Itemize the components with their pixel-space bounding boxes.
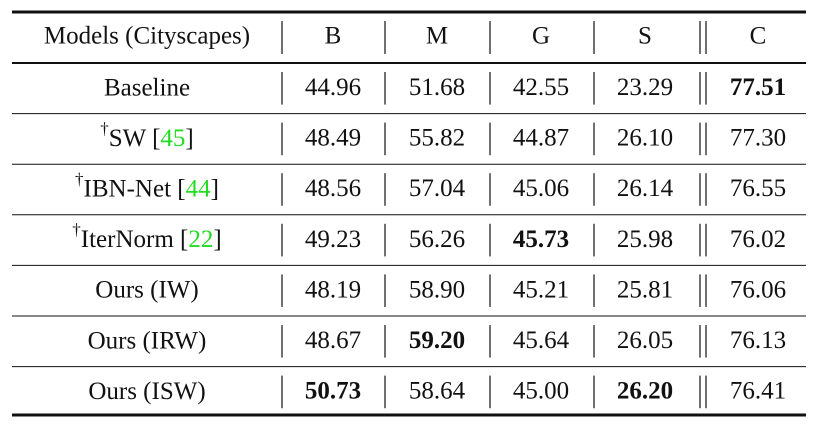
model-name: Ours (ISW) bbox=[88, 378, 205, 405]
model-text: † bbox=[75, 170, 84, 189]
value-cell: 48.56 bbox=[305, 175, 361, 202]
model-text: IBN-Net [ bbox=[84, 175, 186, 202]
value-cell: 48.67 bbox=[305, 327, 361, 354]
value-cell: 45.21 bbox=[513, 276, 569, 303]
value-cell: 57.04 bbox=[409, 175, 466, 202]
model-name: Ours (IW) bbox=[95, 276, 198, 303]
value-cell: 76.02 bbox=[730, 226, 786, 253]
value-cell: 48.19 bbox=[305, 276, 361, 303]
header-cell: M bbox=[426, 23, 448, 50]
value-cell: 45.64 bbox=[513, 327, 570, 354]
model-text: Baseline bbox=[104, 74, 190, 101]
value-cell: 44.87 bbox=[513, 125, 569, 152]
value-cell: 77.51 bbox=[730, 74, 786, 101]
model-name: Ours (IRW) bbox=[88, 327, 207, 354]
value-cell: 25.98 bbox=[617, 226, 673, 253]
value-cell: 25.81 bbox=[617, 276, 673, 303]
citation: 22 bbox=[188, 226, 213, 253]
value-cell: 76.55 bbox=[730, 175, 786, 202]
model-text: † bbox=[72, 221, 81, 240]
value-cell: 45.73 bbox=[513, 226, 569, 253]
value-cell: 26.10 bbox=[617, 125, 673, 152]
model-name: †IBN-Net [44] bbox=[75, 170, 219, 202]
value-cell: 76.41 bbox=[730, 378, 786, 405]
model-text: ] bbox=[185, 125, 193, 152]
value-cell: 26.20 bbox=[617, 378, 673, 405]
value-cell: 58.64 bbox=[409, 378, 466, 405]
value-cell: 49.23 bbox=[305, 226, 361, 253]
value-cell: 45.00 bbox=[513, 378, 569, 405]
value-cell: 59.20 bbox=[409, 327, 465, 354]
value-cell: 23.29 bbox=[617, 74, 673, 101]
value-cell: 56.26 bbox=[409, 226, 465, 253]
citation: 44 bbox=[186, 175, 212, 202]
model-name: †IterNorm [22] bbox=[72, 221, 221, 253]
model-name: Baseline bbox=[104, 74, 190, 101]
value-cell: 76.13 bbox=[730, 327, 786, 354]
model-text: Ours (IW) bbox=[95, 276, 198, 303]
header-cell: C bbox=[750, 23, 767, 50]
value-cell: 48.49 bbox=[305, 125, 361, 152]
model-text: ] bbox=[211, 175, 219, 202]
model-text: Ours (ISW) bbox=[88, 378, 205, 405]
model-text: ] bbox=[213, 226, 221, 253]
citation: 45 bbox=[160, 125, 185, 152]
value-cell: 51.68 bbox=[409, 74, 465, 101]
value-cell: 55.82 bbox=[409, 125, 465, 152]
header-cell: G bbox=[532, 23, 550, 50]
value-cell: 26.14 bbox=[617, 175, 674, 202]
header-cell: B bbox=[325, 23, 342, 50]
value-cell: 76.06 bbox=[730, 276, 786, 303]
model-text: † bbox=[100, 119, 109, 138]
value-cell: 26.05 bbox=[617, 327, 673, 354]
model-text: IterNorm [ bbox=[81, 226, 189, 253]
value-cell: 45.06 bbox=[513, 175, 569, 202]
header-cell: Models (Cityscapes) bbox=[44, 23, 250, 50]
value-cell: 44.96 bbox=[305, 74, 361, 101]
value-cell: 42.55 bbox=[513, 74, 569, 101]
value-cell: 50.73 bbox=[305, 378, 361, 405]
model-text: SW [ bbox=[109, 125, 161, 152]
model-name: †SW [45] bbox=[100, 119, 193, 151]
value-cell: 77.30 bbox=[730, 125, 786, 152]
value-cell: 58.90 bbox=[409, 276, 465, 303]
model-text: Ours (IRW) bbox=[88, 327, 207, 354]
header-cell: S bbox=[638, 23, 652, 50]
